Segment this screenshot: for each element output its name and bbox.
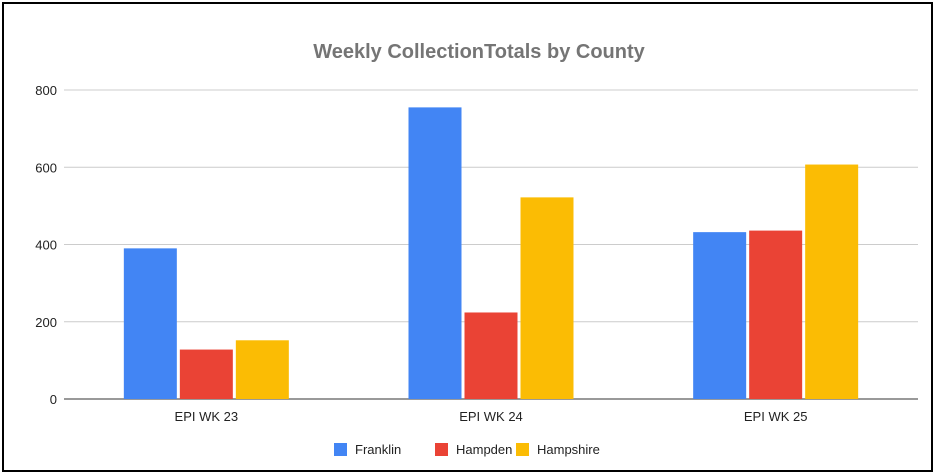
- bar-hampshire-3: [805, 164, 859, 399]
- y-tick-label: 800: [35, 83, 57, 98]
- legend-swatch-hampden: [435, 443, 448, 456]
- bar-hampshire-2: [520, 197, 574, 399]
- bar-franklin-1: [123, 248, 177, 399]
- legend: Franklin Hampden Hampshire: [334, 442, 600, 457]
- bar-hampden-2: [464, 312, 518, 399]
- y-tick-label: 200: [35, 315, 57, 330]
- bar-hampshire-1: [235, 340, 289, 399]
- x-tick-label: EPI WK 23: [175, 409, 239, 424]
- bar-hampden-1: [179, 349, 233, 399]
- y-tick-label: 0: [50, 392, 57, 407]
- bar-franklin-3: [693, 232, 747, 399]
- y-tick-label: 600: [35, 160, 57, 175]
- y-axis-ticks: 0 200 400 600 800: [35, 83, 57, 407]
- legend-label-hampshire: Hampshire: [537, 442, 600, 457]
- legend-swatch-hampshire: [516, 443, 529, 456]
- legend-label-franklin: Franklin: [355, 442, 401, 457]
- bar-chart: Weekly CollectionTotals by County 0 200 40…: [35, 41, 918, 457]
- x-axis-ticks: EPI WK 23 EPI WK 24 EPI WK 25: [175, 409, 808, 424]
- bar-hampden-3: [749, 230, 803, 399]
- chart-title: Weekly CollectionTotals by County: [313, 41, 645, 63]
- legend-swatch-franklin: [334, 443, 347, 456]
- bar-franklin-2: [408, 107, 462, 399]
- bars: [123, 107, 859, 399]
- y-tick-label: 400: [35, 238, 57, 253]
- x-tick-label: EPI WK 25: [744, 409, 808, 424]
- legend-label-hampden: Hampden: [456, 442, 512, 457]
- x-tick-label: EPI WK 24: [459, 409, 523, 424]
